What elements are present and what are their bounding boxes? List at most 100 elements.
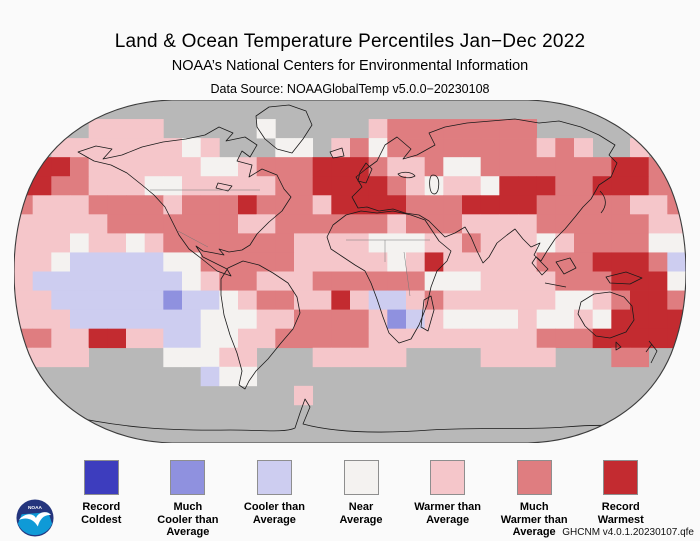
madagascar-coastline	[420, 295, 435, 332]
grid-cell	[630, 214, 650, 234]
grid-cell	[88, 157, 108, 177]
grid-cell	[200, 233, 220, 253]
grid-cell	[536, 252, 556, 272]
grid-cell	[443, 271, 463, 291]
grid-cell	[256, 233, 276, 253]
grid-cell	[107, 176, 127, 196]
grid-cell	[462, 309, 482, 330]
grid-cell	[574, 195, 594, 215]
dataset-version-label: GHCNM v4.0.1.20230107.qfe	[562, 527, 694, 538]
grid-cell	[518, 214, 538, 234]
data-source-line: Data Source: NOAAGlobalTemp v5.0.0−20230…	[210, 82, 490, 96]
page-title: Land & Ocean Temperature Percentiles Jan…	[114, 31, 586, 52]
grid-cell	[126, 157, 146, 177]
grid-cell	[555, 176, 575, 196]
grid-cell	[182, 157, 202, 177]
grid-cell	[499, 271, 519, 291]
grid-cell	[406, 252, 426, 272]
grid-cell	[51, 195, 71, 215]
grid-cell	[518, 252, 538, 272]
grid-cell	[331, 214, 351, 234]
grid-cell	[144, 157, 164, 177]
grid-cell	[443, 138, 463, 158]
grid-cell	[51, 176, 71, 196]
grid-cell	[331, 309, 351, 330]
grid-cell	[518, 119, 538, 139]
grid-cell	[126, 271, 146, 291]
grid-cell	[667, 233, 686, 253]
grid-cell	[350, 309, 370, 330]
grid-cell	[518, 347, 538, 368]
legend-item-record-warmest: Record Warmest	[577, 460, 664, 539]
grid-cell	[88, 309, 108, 330]
grid-cell	[630, 347, 650, 368]
grid-cell	[32, 271, 52, 291]
grid-cell	[536, 309, 556, 330]
country-borders	[150, 189, 430, 297]
grid-cell	[406, 195, 426, 215]
grid-cell	[368, 309, 388, 330]
grid-cell	[256, 252, 276, 272]
grid-cell	[163, 347, 183, 368]
grid-cell	[368, 290, 388, 310]
grid-cell	[499, 347, 519, 368]
grid-cell	[163, 157, 183, 177]
grid-cell	[406, 271, 426, 291]
grid-cell	[107, 195, 127, 215]
grid-cell	[387, 328, 407, 349]
grid-cell	[200, 138, 220, 158]
grid-cell	[574, 309, 594, 330]
grid-cell	[611, 328, 631, 349]
grid-cell	[182, 271, 202, 291]
grid-cell	[70, 176, 90, 196]
grid-cell	[70, 309, 90, 330]
grid-cell	[294, 328, 314, 349]
grid-cell	[499, 176, 519, 196]
grid-cell	[499, 290, 519, 310]
grid-cell	[630, 271, 650, 291]
grid-cell	[424, 214, 444, 234]
grid-cell	[182, 138, 202, 158]
grid-cell	[275, 138, 295, 158]
grid-cell	[256, 195, 276, 215]
grid-cell	[518, 309, 538, 330]
grid-cell	[592, 271, 612, 291]
grid-cell	[200, 366, 220, 387]
grid-cell	[144, 176, 164, 196]
grid-cell	[70, 233, 90, 253]
grid-cell	[518, 328, 538, 349]
grid-cell	[14, 157, 34, 177]
page-subtitle: NOAA’s National Centers for Environmenta…	[171, 58, 529, 74]
grid-cell	[219, 347, 239, 368]
grid-cell	[424, 252, 444, 272]
grid-cell	[182, 176, 202, 196]
grid-cell	[163, 176, 183, 196]
grid-cell	[443, 290, 463, 310]
grid-cell	[648, 271, 668, 291]
grid-cell	[219, 233, 239, 253]
sumatra-java-coastline	[531, 256, 567, 288]
grid-cell	[51, 252, 71, 272]
grid-cell	[70, 138, 90, 158]
grid-cell	[294, 138, 314, 158]
grid-cell	[480, 347, 500, 368]
grid-cell	[555, 214, 575, 234]
grid-cell	[424, 138, 444, 158]
grid-cell	[424, 271, 444, 291]
grid-cell	[275, 214, 295, 234]
grid-cell	[443, 176, 463, 196]
projection-outline	[14, 100, 686, 443]
grid-cell	[443, 119, 463, 139]
grid-cell	[667, 271, 686, 291]
legend-item-much-cooler-than-average: Much Cooler than Average	[145, 460, 232, 539]
grid-cell	[32, 309, 52, 330]
grid-cell	[555, 138, 575, 158]
grid-cell	[70, 214, 90, 234]
grid-cell	[294, 252, 314, 272]
grid-cell	[312, 271, 332, 291]
africa-coastline	[326, 210, 452, 344]
grid-cell	[126, 309, 146, 330]
coastlines	[59, 104, 676, 433]
grid-cell	[480, 290, 500, 310]
